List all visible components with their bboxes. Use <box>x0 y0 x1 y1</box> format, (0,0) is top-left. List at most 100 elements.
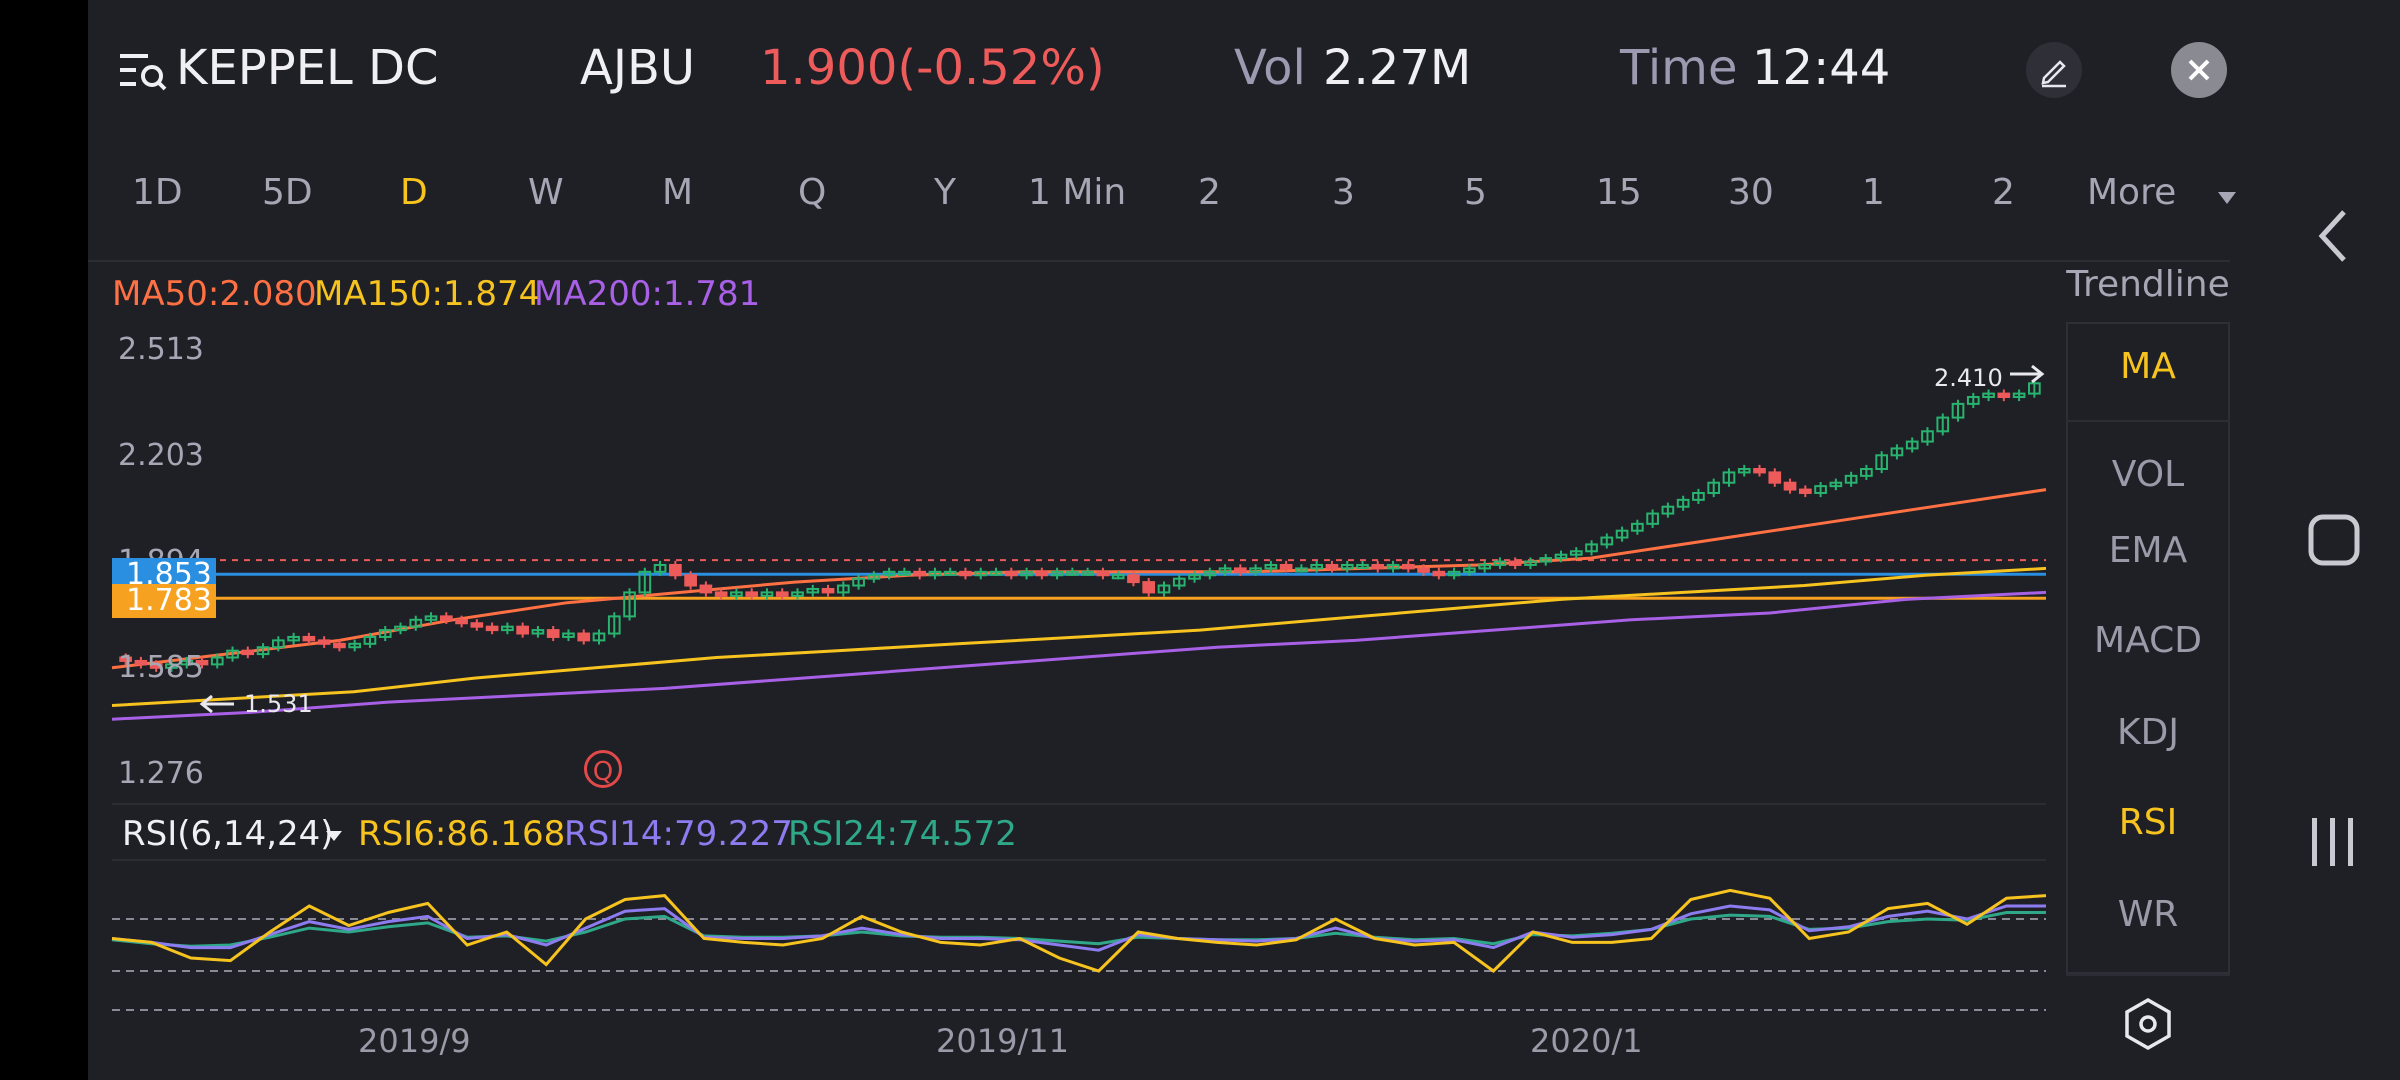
menu-search-icon[interactable] <box>120 50 168 92</box>
trendline-tab[interactable]: Trendline <box>2066 264 2230 305</box>
candle-body <box>470 622 484 628</box>
candle-body <box>806 587 820 594</box>
period-tab-10[interactable]: 5 <box>1464 172 1487 213</box>
candle-body <box>1463 567 1476 573</box>
x-label-2: 2019/11 <box>936 1022 1069 1060</box>
candle-body <box>439 615 453 621</box>
candle-body <box>1081 570 1094 576</box>
candle-body <box>730 591 743 597</box>
period-tab-0[interactable]: 1D <box>132 172 183 213</box>
candle-body <box>271 639 285 649</box>
close-button[interactable] <box>2171 42 2227 98</box>
period-tab-11[interactable]: 15 <box>1596 172 1642 213</box>
period-tab-14[interactable]: 2 <box>1992 172 2015 213</box>
candle-body <box>653 563 667 573</box>
stock-name[interactable]: KEPPEL DC <box>176 40 439 96</box>
periods-divider <box>88 260 2230 262</box>
ma150-legend: MA150:1.874 <box>314 274 541 314</box>
indicator-wr[interactable]: WR <box>2117 894 2179 935</box>
candle-body <box>1661 505 1675 515</box>
indicator-macd[interactable]: MACD <box>2094 620 2202 661</box>
settings-hex-icon[interactable] <box>2120 996 2176 1052</box>
period-tab-3[interactable]: W <box>528 172 564 213</box>
time-value: 12:44 <box>1752 40 1891 96</box>
candle-body <box>226 649 239 659</box>
candle-body <box>1936 416 1950 433</box>
price-label-2: 2.203 <box>118 438 204 473</box>
left-black-bar <box>0 0 88 1080</box>
candle-body <box>1401 563 1415 570</box>
rsi14-line <box>111 904 2046 952</box>
ma200-legend: MA200:1.781 <box>534 274 761 314</box>
candle-body <box>455 618 468 625</box>
period-tab-1[interactable]: 5D <box>262 172 313 213</box>
edit-button[interactable] <box>2026 42 2082 98</box>
candle-body <box>638 570 652 594</box>
period-tab-8[interactable]: 2 <box>1198 172 1221 213</box>
rsi24-legend: RSI24:74.572 <box>788 814 1017 854</box>
candle-body <box>1524 560 1537 566</box>
indicator-kdj[interactable]: KDJ <box>2117 712 2179 753</box>
candle-body <box>2012 392 2026 399</box>
rsi-title[interactable]: RSI(6,14,24) <box>122 814 334 854</box>
indicator-ema[interactable]: EMA <box>2108 530 2188 571</box>
candle-body <box>1753 467 1766 474</box>
ma200-line <box>111 590 2047 721</box>
right-arrow-icon <box>2010 364 2045 384</box>
candle-body <box>1111 574 1125 580</box>
candle-body <box>546 629 560 638</box>
period-tab-2[interactable]: D <box>400 172 428 213</box>
candle-body <box>317 639 331 645</box>
indicator-rsi[interactable]: RSI <box>2118 802 2178 843</box>
indicator-ma[interactable]: MA <box>2120 346 2176 387</box>
more-dropdown-icon[interactable] <box>2218 192 2236 204</box>
period-tab-9[interactable]: 3 <box>1332 172 1355 213</box>
period-tab-12[interactable]: 30 <box>1728 172 1774 213</box>
home-square-icon[interactable] <box>2306 512 2362 568</box>
quote-header: KEPPEL DC AJBU 1.900(-0.52%) Vol 2.27M T… <box>88 0 2268 140</box>
period-tab-4[interactable]: M <box>662 172 694 213</box>
period-tab-15[interactable]: More <box>2087 172 2177 213</box>
candle-body <box>1096 570 1110 577</box>
volume-label: Vol <box>1234 40 1306 96</box>
candle-body <box>1386 563 1400 570</box>
candle-body <box>1310 563 1324 570</box>
candle-body <box>119 656 132 662</box>
candle-body <box>1371 563 1385 570</box>
candle-body <box>989 570 1003 576</box>
period-tab-13[interactable]: 1 <box>1862 172 1885 213</box>
indicator-vol[interactable]: VOL <box>2111 454 2185 495</box>
period-tab-6[interactable]: Y <box>934 172 956 213</box>
candle-body <box>256 646 270 656</box>
candle-body <box>974 570 988 577</box>
candle-body <box>1844 474 1858 484</box>
volume-value: 2.27M <box>1323 40 1472 96</box>
candle-body <box>1295 567 1308 573</box>
candle-body <box>1554 553 1568 560</box>
candle-body <box>760 591 774 597</box>
candle-body <box>134 659 148 666</box>
candle-body <box>1814 485 1827 494</box>
candle-body <box>1798 488 1812 494</box>
back-chevron-icon[interactable] <box>2314 206 2354 266</box>
candle-body <box>1249 567 1262 573</box>
event-marker-q[interactable]: Q <box>584 750 622 788</box>
rsi-dropdown-icon[interactable] <box>326 831 342 841</box>
candle-body <box>1539 557 1553 563</box>
recents-lines-icon[interactable] <box>2306 814 2362 870</box>
candle-body <box>1982 392 1995 399</box>
candle-body <box>394 625 407 632</box>
candle-body <box>1921 430 1934 443</box>
candle-body <box>1157 584 1171 594</box>
candle-body <box>1737 467 1751 474</box>
candle-body <box>1325 563 1339 570</box>
rsi6-line <box>111 888 2047 973</box>
period-tab-5[interactable]: Q <box>798 172 827 213</box>
candle-body <box>745 591 759 597</box>
candle-body <box>363 635 377 645</box>
period-tab-7[interactable]: 1 Min <box>1028 172 1127 213</box>
time-label: Time <box>1620 40 1738 96</box>
candle-body <box>1569 550 1583 556</box>
ma150-line <box>111 566 2047 707</box>
